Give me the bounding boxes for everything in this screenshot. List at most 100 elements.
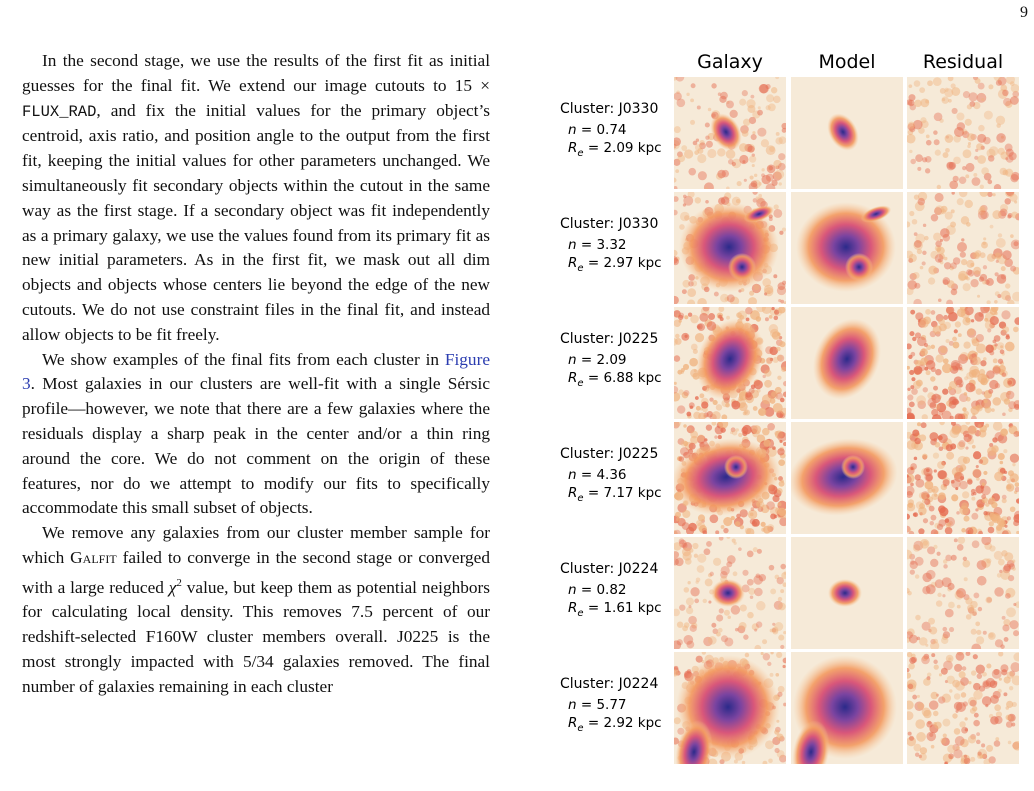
value: = 2.09 kpc [584,140,662,156]
noise-speckle [919,265,924,270]
noise-speckle [997,233,1003,238]
noise-speckle [768,217,773,222]
noise-speckle [724,296,730,302]
noise-speckle [987,632,996,640]
noise-speckle [991,324,995,328]
noise-speckle [924,498,931,505]
noise-speckle [972,611,977,616]
noise-speckle [916,395,926,405]
noise-speckle [771,626,779,633]
noise-speckle [936,246,945,255]
noise-speckle [674,319,681,327]
noise-speckle [782,441,786,447]
noise-speckle [927,277,936,285]
noise-speckle [675,557,684,567]
noise-speckle [715,530,720,534]
noise-speckle [774,386,782,394]
noise-speckle [907,129,914,136]
noise-speckle [916,336,927,347]
noise-speckle [757,106,761,110]
noise-speckle [949,180,959,189]
noise-speckle [920,348,928,357]
noise-speckle [972,706,978,712]
noise-speckle [783,571,786,575]
noise-speckle [933,232,942,241]
noise-speckle [908,530,915,534]
noise-speckle [688,548,694,553]
noise-speckle [736,180,742,187]
noise-speckle [752,406,758,411]
cutout-image [791,192,903,304]
noise-speckle [678,538,685,545]
noise-speckle [676,621,684,628]
noise-speckle [963,757,971,764]
noise-speckle [950,479,955,484]
noise-speckle [674,338,678,346]
noise-speckle [674,640,682,649]
noise-speckle [686,411,692,417]
noise-speckle [992,307,998,313]
noise-speckle [989,224,994,229]
noise-speckle [925,584,936,595]
noise-speckle [907,431,913,439]
noise-speckle [933,139,940,146]
noise-speckle [1013,652,1019,662]
noise-speckle [952,679,960,688]
noise-speckle [772,171,782,181]
noise-speckle [753,575,763,585]
noise-speckle [1001,372,1007,377]
noise-speckle [695,580,699,584]
noise-speckle [907,731,912,736]
noise-speckle [960,308,965,314]
noise-speckle [940,205,948,213]
noise-speckle [950,288,958,296]
noise-speckle [705,424,713,431]
noise-speckle [674,551,680,559]
noise-speckle [924,168,931,174]
value: = 3.32 [577,237,627,253]
noise-speckle [783,380,786,387]
noise-speckle [916,636,921,641]
noise-speckle [1008,685,1014,691]
figure-link[interactable]: Figure 3 [22,349,490,394]
noise-speckle [674,530,678,534]
noise-speckle [976,575,987,586]
noise-speckle [1010,234,1014,238]
noise-speckle [988,84,994,90]
noise-speckle [780,407,786,415]
noise-speckle [977,210,988,220]
noise-speckle [983,110,993,120]
noise-speckle [987,446,997,457]
noise-speckle [760,652,764,656]
noise-speckle [910,467,914,471]
noise-speckle [962,91,971,99]
noise-speckle [983,681,990,688]
noise-speckle [965,614,972,620]
noise-speckle [762,427,770,436]
galaxy-profile [675,720,713,764]
noise-speckle [688,280,694,287]
noise-speckle [1002,250,1012,260]
noise-speckle [758,409,765,416]
noise-speckle [999,208,1008,217]
cutout-image [907,537,1019,649]
noise-speckle [934,192,944,202]
noise-speckle [998,652,1004,657]
noise-speckle [930,641,940,649]
noise-speckle [908,401,915,408]
noise-speckle [954,413,964,419]
noise-speckle [959,383,963,388]
noise-speckle [984,406,992,414]
noise-speckle [994,252,1002,260]
noise-speckle [922,223,927,228]
noise-speckle [939,260,944,265]
noise-speckle [701,652,706,655]
noise-speckle [985,677,996,688]
galaxy-profile [860,205,892,223]
noise-speckle [1006,516,1011,521]
noise-speckle [934,254,944,263]
noise-speckle [995,79,1002,86]
noise-speckle [735,428,739,432]
noise-speckle [993,77,1002,82]
noise-speckle [943,564,948,569]
